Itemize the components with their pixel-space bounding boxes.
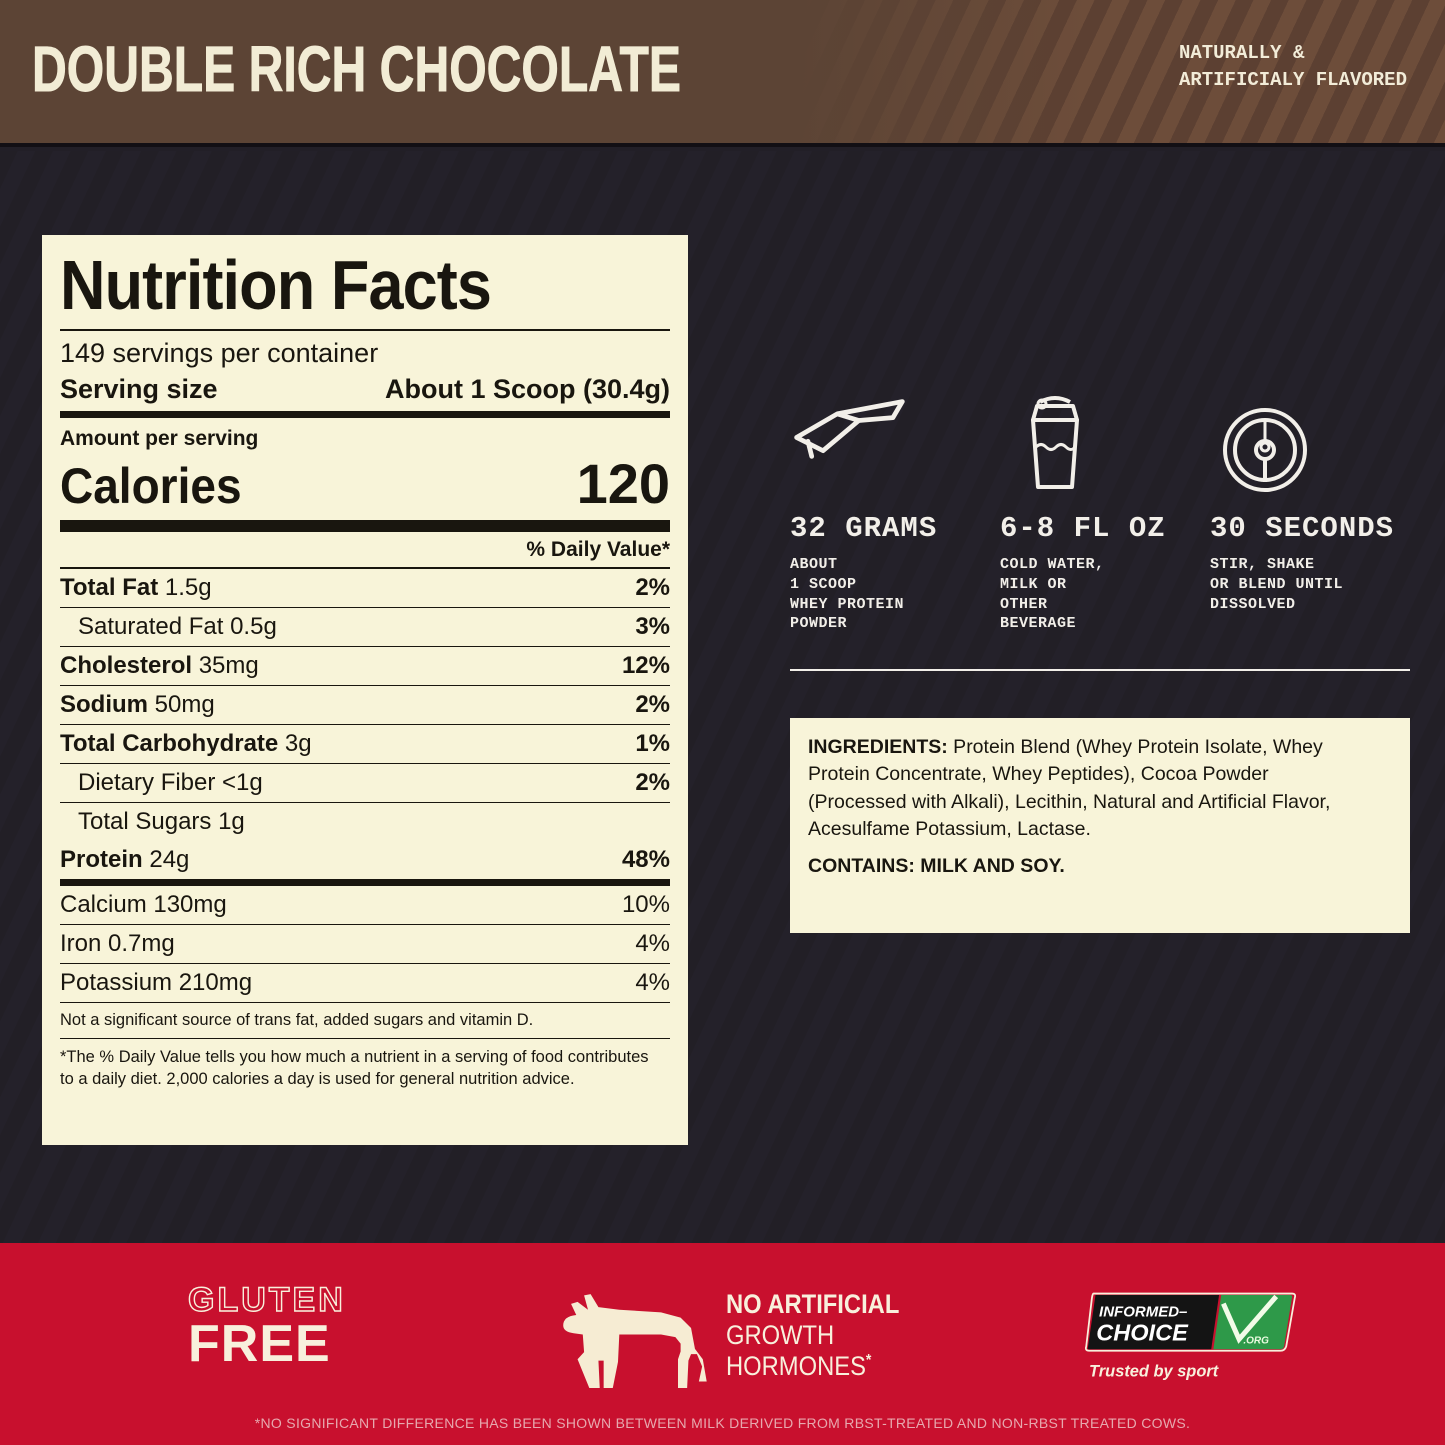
- svg-text:.ORG: .ORG: [1243, 1336, 1269, 1347]
- svg-text:INFORMED–: INFORMED–: [1099, 1303, 1187, 1320]
- svg-text:CHOICE: CHOICE: [1096, 1320, 1189, 1346]
- svg-text:Trusted by sport: Trusted by sport: [1089, 1362, 1220, 1380]
